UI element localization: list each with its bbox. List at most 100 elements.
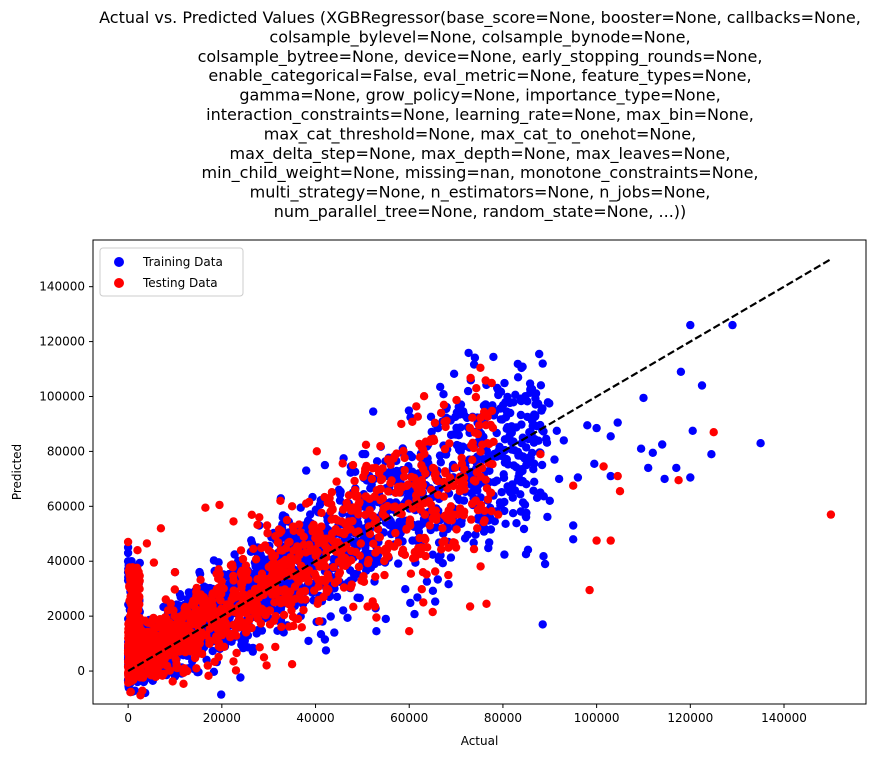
data-point: [529, 486, 538, 495]
data-point: [440, 536, 449, 545]
data-point: [287, 502, 297, 511]
data-point: [369, 407, 378, 416]
data-point: [330, 537, 339, 547]
data-point: [500, 506, 509, 516]
data-point: [411, 480, 420, 490]
data-point: [728, 320, 737, 330]
data-point: [686, 473, 695, 482]
data-point: [328, 504, 337, 513]
data-point: [201, 503, 210, 512]
data-point: [257, 581, 266, 590]
data-point: [480, 516, 489, 525]
data-point: [320, 635, 330, 644]
data-point: [483, 495, 493, 504]
data-point: [359, 472, 368, 481]
data-point: [332, 477, 341, 486]
data-point: [471, 392, 481, 402]
data-point: [476, 562, 485, 571]
data-point: [468, 413, 477, 422]
data-point: [126, 688, 135, 697]
data-point: [538, 620, 547, 629]
data-point: [449, 369, 459, 378]
data-point: [175, 643, 184, 652]
x-axis-label: Actual: [461, 734, 499, 748]
data-point: [363, 602, 372, 611]
data-point: [636, 444, 646, 453]
data-point: [479, 401, 489, 410]
data-point: [232, 648, 241, 658]
data-point: [261, 609, 270, 618]
data-point: [390, 452, 399, 461]
data-point: [540, 559, 550, 569]
data-point: [133, 546, 142, 555]
data-point: [467, 441, 476, 450]
data-point: [196, 575, 205, 584]
data-point: [262, 521, 272, 530]
data-point: [569, 535, 578, 544]
data-point: [364, 555, 373, 565]
data-point: [709, 428, 718, 437]
data-point: [152, 669, 161, 678]
data-point: [217, 690, 226, 699]
data-point: [321, 562, 330, 571]
data-point: [286, 561, 296, 570]
data-point: [552, 426, 561, 435]
data-point: [215, 500, 224, 510]
data-point: [354, 562, 364, 572]
legend-marker-testing: [114, 278, 124, 288]
data-point: [426, 437, 435, 446]
data-point: [517, 439, 526, 448]
data-point: [422, 577, 432, 586]
series-testing: [123, 363, 836, 700]
data-point: [308, 527, 317, 536]
data-point: [132, 646, 141, 655]
data-point: [676, 367, 686, 376]
data-point: [506, 408, 515, 418]
data-point: [494, 510, 503, 519]
x-tick-label: 140000: [761, 711, 807, 725]
data-point: [203, 661, 212, 670]
data-point: [250, 585, 260, 595]
data-point: [489, 352, 498, 362]
data-point: [476, 447, 485, 456]
data-point: [407, 472, 416, 482]
data-point: [151, 637, 160, 646]
data-point: [503, 423, 512, 432]
data-point: [500, 435, 510, 444]
data-point: [826, 510, 836, 519]
data-point: [493, 383, 502, 393]
data-point: [449, 430, 458, 439]
data-point: [559, 436, 568, 445]
data-point: [469, 538, 478, 547]
data-point: [467, 499, 477, 508]
data-point: [672, 463, 681, 473]
data-point: [697, 381, 707, 390]
data-point: [265, 620, 275, 629]
data-point: [170, 585, 179, 594]
data-point: [133, 564, 142, 573]
data-point: [431, 597, 440, 606]
data-point: [420, 449, 429, 458]
data-point: [255, 643, 264, 652]
data-point: [264, 546, 273, 555]
data-point: [539, 552, 548, 561]
legend: Training Data Testing Data: [99, 247, 244, 297]
data-point: [538, 359, 547, 368]
data-point: [276, 586, 285, 595]
data-point: [229, 586, 238, 595]
data-point: [230, 593, 240, 602]
data-point: [229, 517, 238, 526]
data-point: [573, 473, 583, 482]
data-point: [410, 609, 419, 619]
data-point: [321, 646, 331, 655]
data-point: [178, 613, 188, 622]
data-point: [444, 543, 453, 552]
data-point: [433, 490, 443, 499]
data-point: [216, 596, 225, 605]
data-point: [335, 496, 345, 505]
data-point: [257, 543, 266, 553]
data-point: [437, 545, 446, 554]
data-point: [460, 534, 470, 543]
data-point: [125, 581, 134, 590]
data-point: [543, 398, 553, 407]
